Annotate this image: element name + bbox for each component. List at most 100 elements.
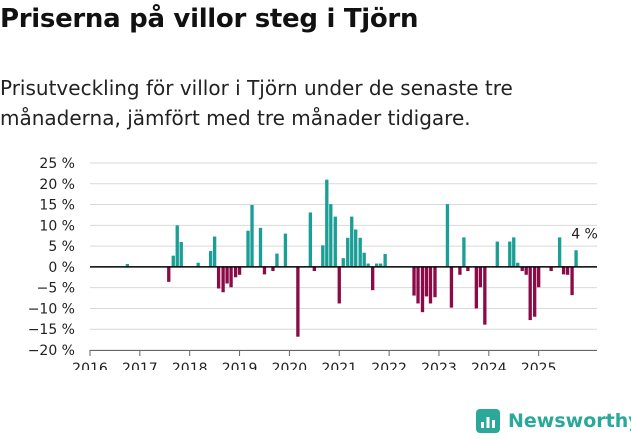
bar-negative bbox=[271, 266, 275, 272]
bar-positive bbox=[508, 241, 512, 267]
x-tick-label: 2018 bbox=[172, 361, 208, 370]
bar-positive bbox=[445, 204, 450, 267]
bar-negative bbox=[478, 266, 483, 288]
bar-negative bbox=[216, 266, 221, 289]
bar-negative bbox=[233, 266, 238, 278]
bar-positive bbox=[516, 262, 520, 267]
bar-positive bbox=[175, 225, 179, 267]
bar-positive bbox=[125, 263, 130, 267]
x-tick-label: 2024 bbox=[471, 361, 507, 370]
y-tick-label: −20 % bbox=[28, 343, 75, 359]
bar-chart: 25 % 20 % 15 % 10 % 5 % 0 % −5 % −10 % −15 % −20 … bbox=[28, 156, 598, 370]
bar-negative bbox=[570, 266, 574, 296]
bar-positive bbox=[325, 179, 329, 267]
bar-negative bbox=[474, 266, 479, 309]
bar-negative bbox=[416, 266, 420, 304]
bar-negative bbox=[561, 266, 566, 275]
bar-chart-logo-icon bbox=[476, 409, 500, 433]
y-tick-label: −5 % bbox=[37, 281, 75, 297]
chart-subtitle: Prisutveckling för villor i Tjörn under … bbox=[0, 76, 513, 130]
bar-negative bbox=[449, 266, 454, 308]
brand-name: Newsworthy bbox=[508, 410, 631, 432]
last-value-label: 4 % bbox=[571, 226, 598, 242]
bar-positive bbox=[346, 237, 350, 267]
y-tick-label: 10 % bbox=[39, 218, 75, 234]
bar-positive bbox=[321, 245, 325, 267]
bar-positive bbox=[366, 263, 370, 267]
bars bbox=[125, 179, 578, 337]
bar-positive bbox=[383, 254, 387, 267]
bar-negative bbox=[229, 266, 233, 288]
y-gridlines bbox=[90, 162, 597, 351]
bar-negative bbox=[428, 266, 433, 304]
bar-positive bbox=[358, 237, 362, 267]
bar-negative bbox=[337, 266, 341, 304]
bar-positive bbox=[246, 230, 250, 267]
bar-positive bbox=[557, 237, 562, 267]
bar-positive bbox=[350, 216, 354, 267]
bar-negative bbox=[524, 266, 528, 275]
y-axis: 25 % 20 % 15 % 10 % 5 % 0 % −5 % −10 % −15 % −20 … bbox=[28, 156, 75, 359]
y-tick-label: 20 % bbox=[39, 177, 75, 193]
y-tick-label: −15 % bbox=[28, 322, 75, 338]
chart-title: Priserna på villor steg i Tjörn bbox=[0, 4, 419, 34]
y-tick-label: 15 % bbox=[39, 198, 75, 214]
bar-positive bbox=[362, 252, 366, 267]
bar-positive bbox=[341, 258, 345, 267]
bar-positive bbox=[512, 237, 516, 267]
bar-positive bbox=[495, 241, 499, 267]
bar-negative bbox=[537, 266, 541, 288]
x-tick-label: 2017 bbox=[122, 361, 158, 370]
bar-positive bbox=[462, 237, 466, 267]
bar-positive bbox=[275, 253, 279, 267]
bar-negative bbox=[458, 266, 462, 275]
bar-positive bbox=[333, 216, 337, 267]
bar-positive bbox=[374, 263, 379, 267]
bar-positive bbox=[574, 250, 578, 267]
bar-positive bbox=[196, 262, 200, 267]
bar-positive bbox=[171, 255, 175, 267]
x-axis: 2016 2017 2018 2019 2020 2021 2022 2023 2024 2025 bbox=[72, 350, 597, 370]
bar-negative bbox=[167, 266, 171, 282]
x-tick-label: 2019 bbox=[222, 361, 258, 370]
bar-positive bbox=[378, 263, 383, 267]
bar-positive bbox=[212, 236, 217, 267]
bar-positive bbox=[308, 212, 313, 267]
bar-positive bbox=[250, 204, 254, 267]
bar-positive bbox=[329, 204, 333, 267]
bar-negative bbox=[466, 266, 470, 272]
x-tick-label: 2020 bbox=[272, 361, 308, 370]
x-tick-label: 2025 bbox=[521, 361, 557, 370]
bar-positive bbox=[179, 241, 183, 267]
bar-negative bbox=[520, 266, 524, 272]
bar-positive bbox=[208, 251, 213, 267]
annotations: 4 % bbox=[571, 226, 598, 242]
y-tick-label: 0 % bbox=[48, 260, 75, 276]
bar-positive bbox=[258, 227, 263, 267]
bar-negative bbox=[424, 266, 429, 297]
bar-negative bbox=[433, 266, 437, 298]
x-tick-label: 2016 bbox=[72, 361, 108, 370]
x-tick-label: 2021 bbox=[321, 361, 357, 370]
bar-negative bbox=[533, 266, 537, 317]
bar-negative bbox=[312, 266, 316, 272]
bar-negative bbox=[296, 266, 300, 337]
brand-footer: Newsworthy bbox=[476, 408, 631, 434]
bar-negative bbox=[528, 266, 532, 321]
bar-negative bbox=[412, 266, 416, 296]
y-tick-label: 25 % bbox=[39, 156, 75, 172]
x-tick-label: 2023 bbox=[421, 361, 457, 370]
bar-negative bbox=[225, 266, 229, 284]
y-tick-label: 5 % bbox=[48, 239, 75, 255]
y-tick-label: −10 % bbox=[28, 301, 75, 317]
bar-positive bbox=[354, 229, 358, 267]
bar-negative bbox=[371, 266, 375, 291]
bar-negative bbox=[262, 266, 267, 275]
x-tick-label: 2022 bbox=[371, 361, 407, 370]
bar-positive bbox=[283, 233, 288, 267]
bar-negative bbox=[565, 266, 570, 275]
bar-negative bbox=[420, 266, 425, 313]
bar-negative bbox=[549, 266, 553, 272]
bar-negative bbox=[483, 266, 487, 325]
bar-negative bbox=[221, 266, 225, 293]
